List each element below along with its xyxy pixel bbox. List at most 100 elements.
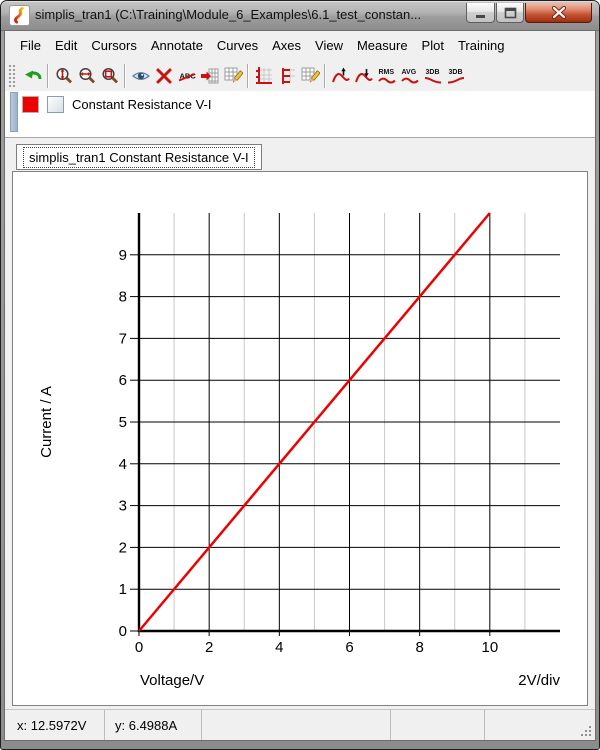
minimize-button[interactable] — [466, 3, 495, 23]
client-area: File Edit Cursors Annotate Curves Axes View Mea… — [4, 31, 596, 741]
x-tick-label: 0 — [135, 639, 143, 656]
delete-annotation-icon: ABC — [178, 71, 196, 81]
curve-label: Constant Resistance V-I — [72, 97, 212, 112]
zoom-y-axis-icon — [55, 67, 72, 83]
svg-text:3DB: 3DB — [448, 69, 462, 76]
maximize-button[interactable] — [496, 3, 524, 23]
tab-label: simplis_tran1 Constant Resistance V-I — [23, 146, 255, 168]
menu-curves[interactable]: Curves — [216, 38, 259, 53]
window-title: simplis_tran1 (C:\Training\Module_6_Exam… — [35, 7, 422, 22]
show-curve-point-button[interactable] — [129, 64, 152, 87]
menu-cursors[interactable]: Cursors — [91, 38, 137, 53]
menu-training[interactable]: Training — [457, 38, 505, 53]
menu-axes[interactable]: Axes — [272, 38, 302, 53]
move-curve-icon — [200, 68, 218, 83]
y-tick-label: 1 — [119, 581, 127, 598]
y-tick-label: 6 — [119, 372, 127, 389]
zoom-rectangle-button[interactable] — [98, 64, 121, 87]
svg-text:RMS: RMS — [378, 69, 394, 76]
legend-panel: Constant Resistance V-I — [5, 91, 595, 137]
svg-text:3DB: 3DB — [425, 69, 439, 76]
title-bar[interactable]: simplis_tran1 (C:\Training\Module_6_Exam… — [1, 1, 599, 31]
edit-grid-button[interactable] — [298, 64, 321, 87]
toolbar-grip[interactable] — [8, 64, 16, 87]
y-tick-label: 0 — [119, 623, 127, 640]
measure-maximum-button[interactable] — [329, 64, 352, 87]
menu-edit[interactable]: Edit — [54, 38, 78, 53]
highpass-3db-icon: 3DB — [447, 69, 464, 83]
curve-constant-resistance[interactable] — [138, 212, 491, 632]
close-icon — [551, 6, 566, 19]
vi-chart[interactable]: 0 1 2 3 4 5 6 7 8 9 0 2 4 6 8 10 Current / A Voltage/V 2V/… — [13, 172, 587, 705]
resize-grip-icon[interactable] — [580, 725, 593, 738]
toolbar-separator — [47, 63, 49, 88]
zoom-x-axis-button[interactable] — [75, 64, 98, 87]
delete-curve-button[interactable] — [152, 64, 175, 87]
status-cell-empty — [485, 710, 595, 740]
lowpass-3db-button[interactable]: 3DB — [421, 64, 444, 87]
x-tick-label: 10 — [481, 639, 498, 656]
cursor-y-readout: y: 6.4988A — [105, 710, 202, 740]
tab-constant-resistance[interactable]: simplis_tran1 Constant Resistance V-I — [16, 144, 262, 170]
y-tick-label: 5 — [119, 414, 127, 431]
close-button[interactable] — [525, 3, 592, 23]
tab-strip: simplis_tran1 Constant Resistance V-I — [5, 137, 595, 171]
undo-zoom-icon — [24, 70, 41, 79]
curve-visibility-checkbox[interactable] — [47, 96, 64, 113]
menu-file[interactable]: File — [20, 38, 41, 53]
toolbar-separator — [324, 63, 326, 88]
add-y-axis-button[interactable] — [252, 64, 275, 87]
y-axis-label: Current / A — [38, 386, 55, 458]
curve-color-swatch[interactable] — [22, 96, 39, 113]
edit-axis-button[interactable] — [221, 64, 244, 87]
x-axis-label: Voltage/V — [140, 672, 204, 689]
menu-bar: File Edit Cursors Annotate Curves Axes View Mea… — [5, 31, 595, 60]
add-grid-icon — [281, 67, 295, 84]
measure-rms-icon: RMS — [377, 69, 396, 83]
menu-view[interactable]: View — [315, 38, 343, 53]
lowpass-3db-icon: 3DB — [424, 69, 441, 83]
y-tick-label: 4 — [119, 456, 127, 473]
x-tick-label: 8 — [415, 639, 423, 656]
measure-average-icon: AVG — [400, 69, 419, 83]
chart-panel: 0 1 2 3 4 5 6 7 8 9 0 2 4 6 8 10 Current / A Voltage/V 2V/… — [12, 171, 588, 706]
measure-average-button[interactable]: AVG — [398, 64, 421, 87]
y-tick-label: 3 — [119, 498, 127, 515]
x-tick-label: 4 — [275, 639, 283, 656]
legend-splitter[interactable] — [10, 92, 18, 132]
edit-axis-icon — [224, 67, 243, 83]
edit-grid-icon — [301, 67, 320, 83]
menu-measure[interactable]: Measure — [356, 38, 408, 53]
status-cell-empty — [202, 710, 391, 740]
zoom-y-axis-button[interactable] — [52, 64, 75, 87]
delete-curve-icon — [156, 68, 171, 83]
y-tick-label: 8 — [119, 289, 127, 306]
measure-maximum-icon — [331, 67, 350, 82]
menu-plot[interactable]: Plot — [421, 38, 444, 53]
measure-rms-button[interactable]: RMS — [375, 64, 398, 87]
undo-zoom-button[interactable] — [21, 64, 44, 87]
y-tick-label: 2 — [119, 539, 127, 556]
y-tick-label: 7 — [119, 330, 127, 347]
cursor-x-readout: x: 12.5972V — [5, 710, 105, 740]
highpass-3db-button[interactable]: 3DB — [444, 64, 467, 87]
zoom-rectangle-icon — [101, 67, 118, 83]
add-grid-button[interactable] — [275, 64, 298, 87]
status-bar: x: 12.5972V y: 6.4988A — [5, 709, 595, 740]
measure-minimum-button[interactable] — [352, 64, 375, 87]
add-y-axis-icon — [255, 66, 272, 84]
status-cell-empty — [391, 710, 485, 740]
x-tick-label: 6 — [345, 639, 353, 656]
y-tick-label: 9 — [119, 247, 127, 264]
delete-annotation-button[interactable]: ABC — [175, 64, 198, 87]
menu-annotate[interactable]: Annotate — [150, 38, 203, 53]
x-div-label: 2V/div — [518, 672, 560, 689]
legend-item: Constant Resistance V-I — [22, 96, 211, 113]
x-tick-label: 2 — [205, 639, 213, 656]
simetrix-logo-icon — [9, 5, 30, 26]
measure-minimum-icon — [354, 68, 373, 82]
toolbar: ABC RMS AVG 3DB 3DB — [5, 60, 595, 91]
move-curve-button[interactable] — [198, 64, 221, 87]
toolbar-separator — [247, 63, 249, 88]
